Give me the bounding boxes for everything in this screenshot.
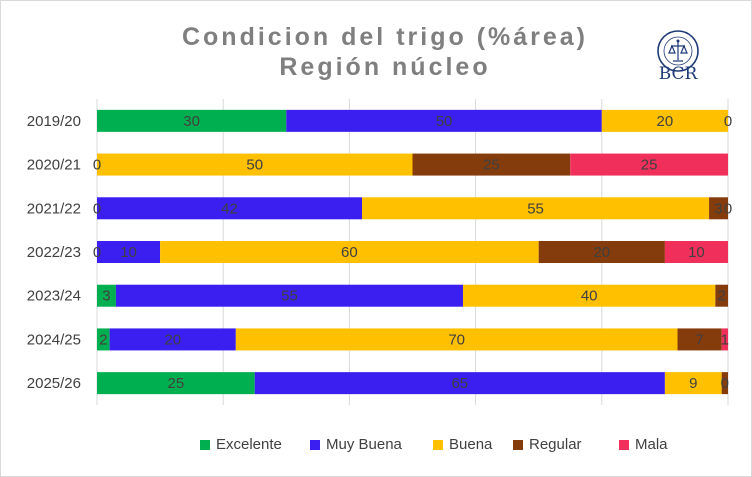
bcr-seal-logo (657, 30, 699, 72)
legend-item: Muy Buena (310, 436, 402, 453)
stacked-bar-chart: 30 50 20 00 50 25 250 42 55 3 00 10 60 20 103 55 40 22 20 7… (27, 99, 732, 405)
legend-swatch (513, 439, 523, 450)
data-label: 10 (120, 244, 137, 261)
bar-segment (664, 372, 722, 395)
data-label: 0 (724, 200, 732, 217)
legend-label: Regular (529, 436, 582, 453)
data-label: 40 (581, 288, 598, 305)
bar-segment (254, 372, 665, 395)
category-label: 2022/23 (27, 244, 81, 261)
bar-segment (677, 328, 722, 351)
data-label: 25 (641, 157, 658, 174)
data-label: 30 (183, 113, 200, 130)
bar-segment (97, 241, 161, 263)
bar-segment (412, 153, 571, 176)
bars (97, 109, 728, 395)
data-label: 70 (448, 331, 465, 348)
bar-segment (362, 197, 710, 220)
bar-segment (462, 284, 716, 307)
legend-swatch (619, 439, 629, 450)
category-label: 2024/25 (27, 331, 81, 348)
bar-segment (601, 109, 728, 132)
category-label: 2025/26 (27, 375, 81, 392)
legend-item: Buena (433, 436, 492, 453)
data-label: 42 (221, 200, 238, 217)
bar-segment (709, 197, 728, 220)
data-label: 0 (93, 200, 101, 217)
bar-segment (235, 328, 678, 351)
chart-subtitle: Región núcleo (279, 53, 491, 81)
data-label: 1 (721, 331, 729, 348)
category-label: 2023/24 (27, 288, 81, 305)
data-label: 20 (657, 113, 674, 130)
data-label: 0 (721, 375, 729, 392)
data-label: 25 (483, 157, 500, 174)
data-label: 2 (718, 288, 726, 305)
bar-segment (715, 284, 728, 307)
bar-segment (97, 372, 255, 395)
legend-label: Muy Buena (326, 436, 402, 453)
data-label: 0 (724, 113, 732, 130)
category-label: 2021/22 (27, 200, 81, 217)
bar-segment (109, 328, 236, 351)
bar-segment (570, 153, 728, 176)
bar-segment (97, 284, 116, 307)
legend-swatch (310, 439, 320, 450)
data-label: 3 (714, 200, 722, 217)
bcr-logo-text: BCR (658, 64, 698, 84)
bar-segment (721, 328, 728, 351)
data-label: 50 (436, 113, 453, 130)
bar-segment (97, 153, 413, 176)
data-label: 25 (168, 375, 185, 392)
bar-segment (664, 241, 728, 263)
data-label: 2 (99, 331, 107, 348)
bar-segment (97, 109, 287, 132)
data-label: 65 (451, 375, 468, 392)
legend-item: Excelente (200, 436, 282, 453)
chart-title: Condicion del trigo (%área) (181, 23, 589, 51)
legend-swatch (200, 439, 210, 450)
data-label: 0 (93, 157, 101, 174)
legend: Excelente Muy Buena Buena Regular Mala (200, 436, 720, 456)
bar-segment (160, 241, 539, 263)
data-label: 55 (281, 288, 298, 305)
data-label: 50 (246, 157, 263, 174)
data-label: 9 (689, 375, 697, 392)
data-label: 0 (93, 244, 101, 261)
category-tick-labels: 2019/20 2020/21 2021/22 2022/23 2023/24 2024/… (27, 113, 81, 392)
legend-label: Buena (449, 436, 493, 453)
bar-segment (97, 197, 363, 220)
legend-label: Mala (635, 436, 668, 453)
legend-label: Excelente (216, 436, 282, 453)
data-label: 7 (695, 331, 703, 348)
data-label: 3 (102, 288, 110, 305)
legend-swatch (433, 439, 443, 450)
bar-segment (538, 241, 665, 263)
data-label: 10 (688, 244, 705, 261)
data-label: 20 (164, 331, 181, 348)
bar-segment (97, 328, 110, 351)
legend-item: Mala (619, 436, 668, 453)
data-label: 55 (527, 200, 544, 217)
data-label: 60 (341, 244, 358, 261)
legend-item: Regular (513, 436, 582, 453)
category-label: 2019/20 (27, 113, 81, 130)
data-label: 20 (593, 244, 610, 261)
data-labels: 30 50 20 00 50 25 250 42 55 3 00 10 60 20 103 55 40 22 20 7… (93, 113, 732, 392)
bar-segment (115, 284, 463, 307)
bar-segment (721, 372, 728, 395)
bar-segment (286, 109, 602, 132)
category-label: 2020/21 (27, 157, 81, 174)
